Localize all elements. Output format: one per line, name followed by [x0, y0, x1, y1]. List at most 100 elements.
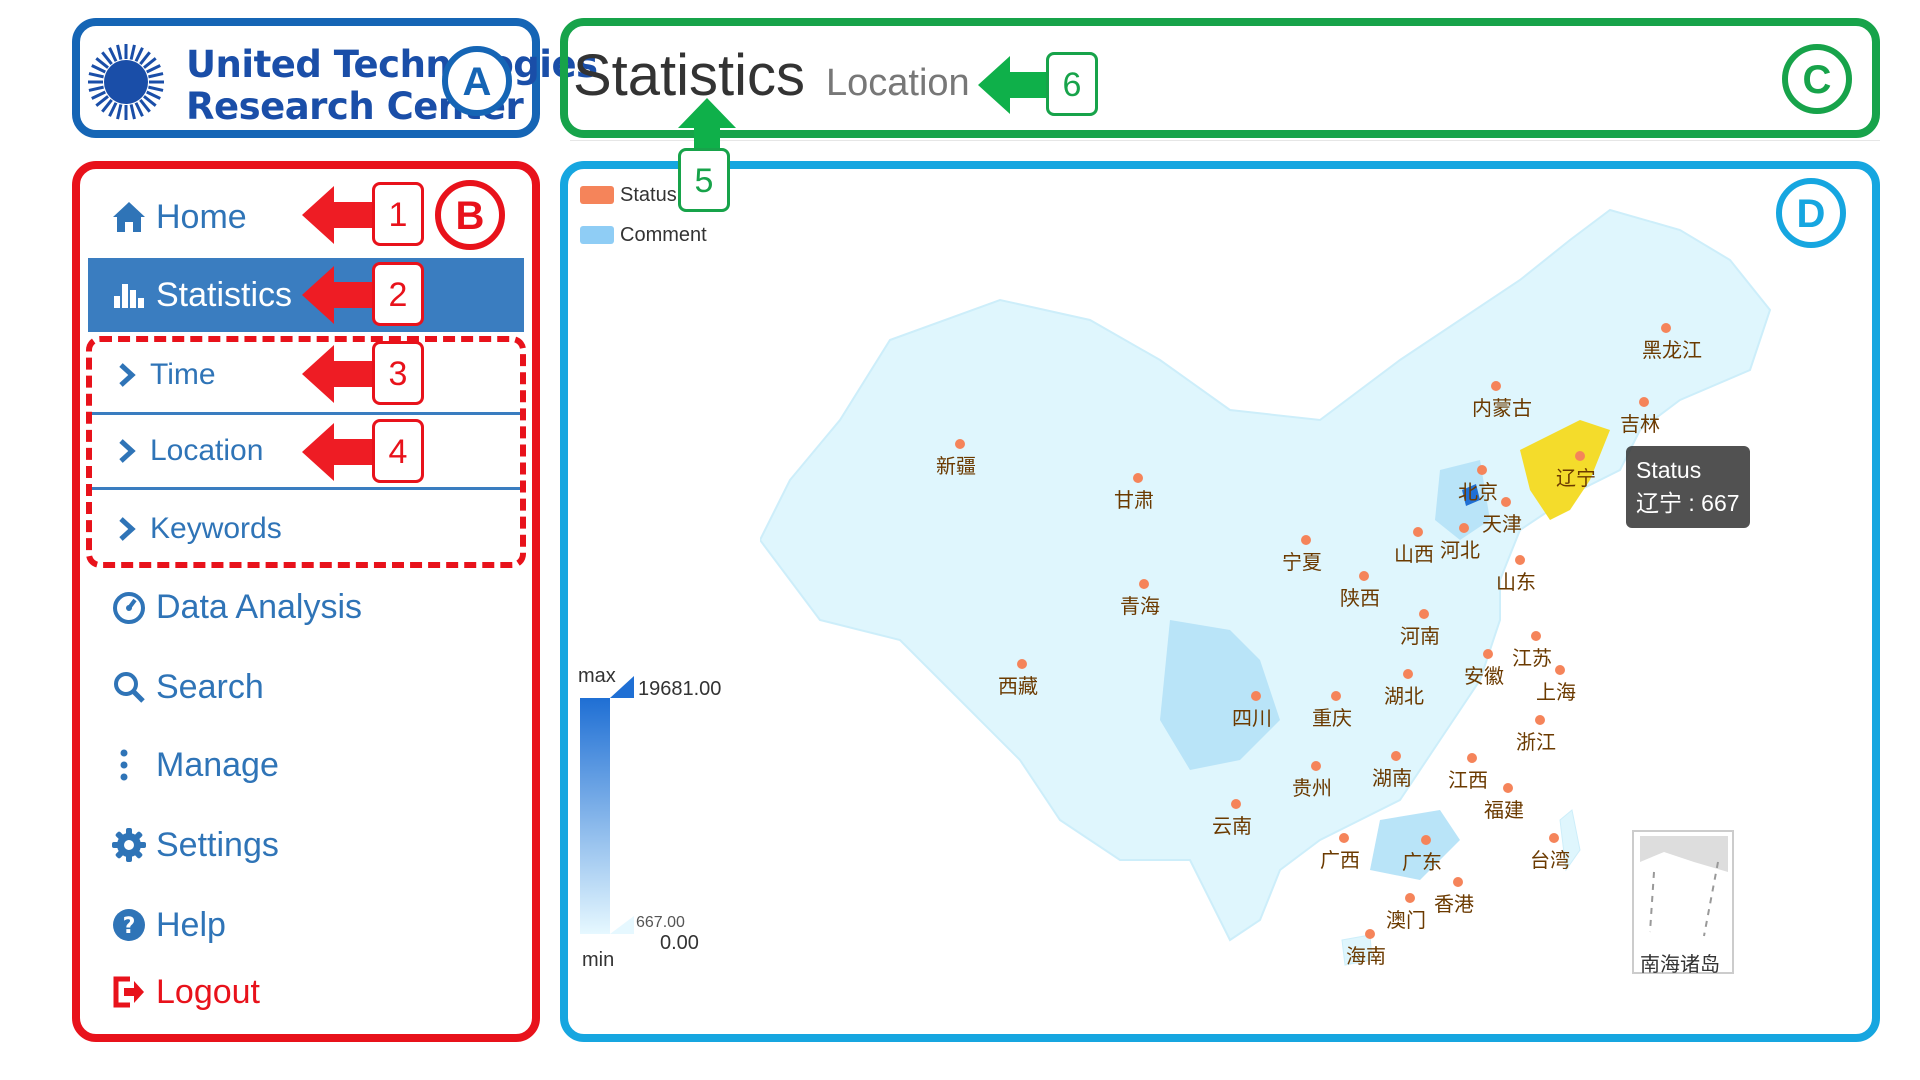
legend-swatch-status[interactable]	[580, 186, 614, 204]
province-label[interactable]: 上海	[1536, 680, 1576, 704]
province-label[interactable]: 澳门	[1386, 908, 1426, 932]
province-dot[interactable]	[1555, 665, 1565, 675]
province-dot[interactable]	[1459, 523, 1469, 533]
province-label[interactable]: 贵州	[1292, 776, 1332, 800]
header-divider	[570, 140, 1880, 141]
province-dot[interactable]	[955, 439, 965, 449]
subnav-time[interactable]: Time	[92, 340, 520, 410]
visual-map-bar[interactable]	[578, 676, 636, 946]
nav-home-label: Home	[156, 197, 247, 236]
nav-settings[interactable]: Settings	[88, 808, 524, 882]
nav-logout-label: Logout	[156, 972, 260, 1011]
province-dot[interactable]	[1549, 833, 1559, 843]
province-dot[interactable]	[1311, 761, 1321, 771]
legend-label-comment[interactable]: Comment	[620, 224, 707, 246]
province-dot[interactable]	[1477, 465, 1487, 475]
province-dot[interactable]	[1501, 497, 1511, 507]
province-dot[interactable]	[1661, 323, 1671, 333]
china-map[interactable]	[760, 200, 1790, 1000]
nav-help[interactable]: ? Help	[88, 888, 524, 962]
visual-map-max-text: max	[578, 665, 616, 687]
province-label[interactable]: 四川	[1232, 706, 1272, 730]
province-label[interactable]: 湖北	[1384, 684, 1424, 708]
subnav-location[interactable]: Location	[92, 412, 520, 490]
vertical-dots-icon	[120, 749, 128, 781]
province-label[interactable]: 江苏	[1512, 646, 1552, 670]
nav-logout[interactable]: Logout	[88, 955, 524, 1029]
page-title: Statistics	[573, 43, 806, 108]
province-label[interactable]: 台湾	[1530, 848, 1570, 872]
legend-swatch-comment[interactable]	[580, 226, 614, 244]
svg-text:?: ?	[123, 914, 136, 939]
province-dot[interactable]	[1133, 473, 1143, 483]
callout-6: 6	[1046, 52, 1098, 116]
region-c-box	[560, 18, 1880, 138]
province-label[interactable]: 安徽	[1464, 664, 1504, 688]
map-tooltip: Status 辽宁 : 667	[1626, 446, 1750, 528]
province-label[interactable]: 黑龙江	[1642, 338, 1702, 362]
province-label[interactable]: 江西	[1448, 768, 1488, 792]
subnav-keywords[interactable]: Keywords	[92, 494, 520, 564]
province-label[interactable]: 重庆	[1312, 706, 1352, 730]
province-dot[interactable]	[1639, 397, 1649, 407]
province-label[interactable]: 河北	[1440, 538, 1480, 562]
province-dot[interactable]	[1503, 783, 1513, 793]
province-label[interactable]: 内蒙古	[1472, 396, 1532, 420]
province-label[interactable]: 青海	[1120, 594, 1160, 618]
province-dot[interactable]	[1331, 691, 1341, 701]
nav-help-label: Help	[156, 905, 226, 944]
nav-data-analysis[interactable]: Data Analysis	[88, 570, 524, 644]
legend-label-status[interactable]: Status	[620, 184, 677, 206]
province-dot[interactable]	[1231, 799, 1241, 809]
province-dot[interactable]	[1391, 751, 1401, 761]
province-dot[interactable]	[1483, 649, 1493, 659]
home-icon	[113, 202, 145, 232]
province-label[interactable]: 辽宁	[1556, 466, 1596, 490]
province-dot[interactable]	[1453, 877, 1463, 887]
inset-map-icon	[1640, 836, 1728, 937]
province-dot[interactable]	[1419, 609, 1429, 619]
province-label[interactable]: 山西	[1394, 542, 1434, 566]
province-label[interactable]: 陕西	[1340, 586, 1380, 610]
province-dot[interactable]	[1467, 753, 1477, 763]
nav-home[interactable]: Home	[88, 180, 524, 254]
province-dot[interactable]	[1359, 571, 1369, 581]
province-label[interactable]: 甘肃	[1114, 488, 1154, 512]
province-label[interactable]: 天津	[1482, 512, 1522, 536]
nav-manage[interactable]: Manage	[88, 728, 524, 802]
province-label[interactable]: 宁夏	[1282, 550, 1322, 574]
province-label[interactable]: 吉林	[1620, 412, 1660, 436]
nav-search[interactable]: Search	[88, 650, 524, 724]
province-dot[interactable]	[1339, 833, 1349, 843]
province-label[interactable]: 云南	[1212, 814, 1252, 838]
province-dot[interactable]	[1403, 669, 1413, 679]
province-label[interactable]: 福建	[1484, 798, 1524, 822]
province-label[interactable]: 香港	[1434, 892, 1474, 916]
province-dot[interactable]	[1139, 579, 1149, 589]
province-label[interactable]: 湖南	[1372, 766, 1412, 790]
map-liaoning	[1520, 420, 1610, 520]
province-dot[interactable]	[1413, 527, 1423, 537]
province-dot[interactable]	[1421, 835, 1431, 845]
province-label[interactable]: 浙江	[1516, 730, 1556, 754]
province-label[interactable]: 广西	[1320, 848, 1360, 872]
province-label[interactable]: 北京	[1458, 480, 1498, 504]
province-label[interactable]: 西藏	[998, 674, 1038, 698]
province-dot[interactable]	[1251, 691, 1261, 701]
province-label[interactable]: 新疆	[936, 454, 976, 478]
province-dot[interactable]	[1531, 631, 1541, 641]
province-label[interactable]: 河南	[1400, 624, 1440, 648]
province-dot[interactable]	[1515, 555, 1525, 565]
province-dot[interactable]	[1491, 381, 1501, 391]
province-dot[interactable]	[1017, 659, 1027, 669]
subnav-time-label: Time	[150, 358, 216, 391]
province-dot[interactable]	[1575, 451, 1585, 461]
region-c-label: C	[1782, 44, 1852, 114]
province-label[interactable]: 广东	[1402, 850, 1442, 874]
province-dot[interactable]	[1535, 715, 1545, 725]
province-label[interactable]: 海南	[1346, 944, 1386, 968]
province-dot[interactable]	[1405, 893, 1415, 903]
province-dot[interactable]	[1301, 535, 1311, 545]
province-dot[interactable]	[1365, 929, 1375, 939]
province-label[interactable]: 山东	[1496, 570, 1536, 594]
